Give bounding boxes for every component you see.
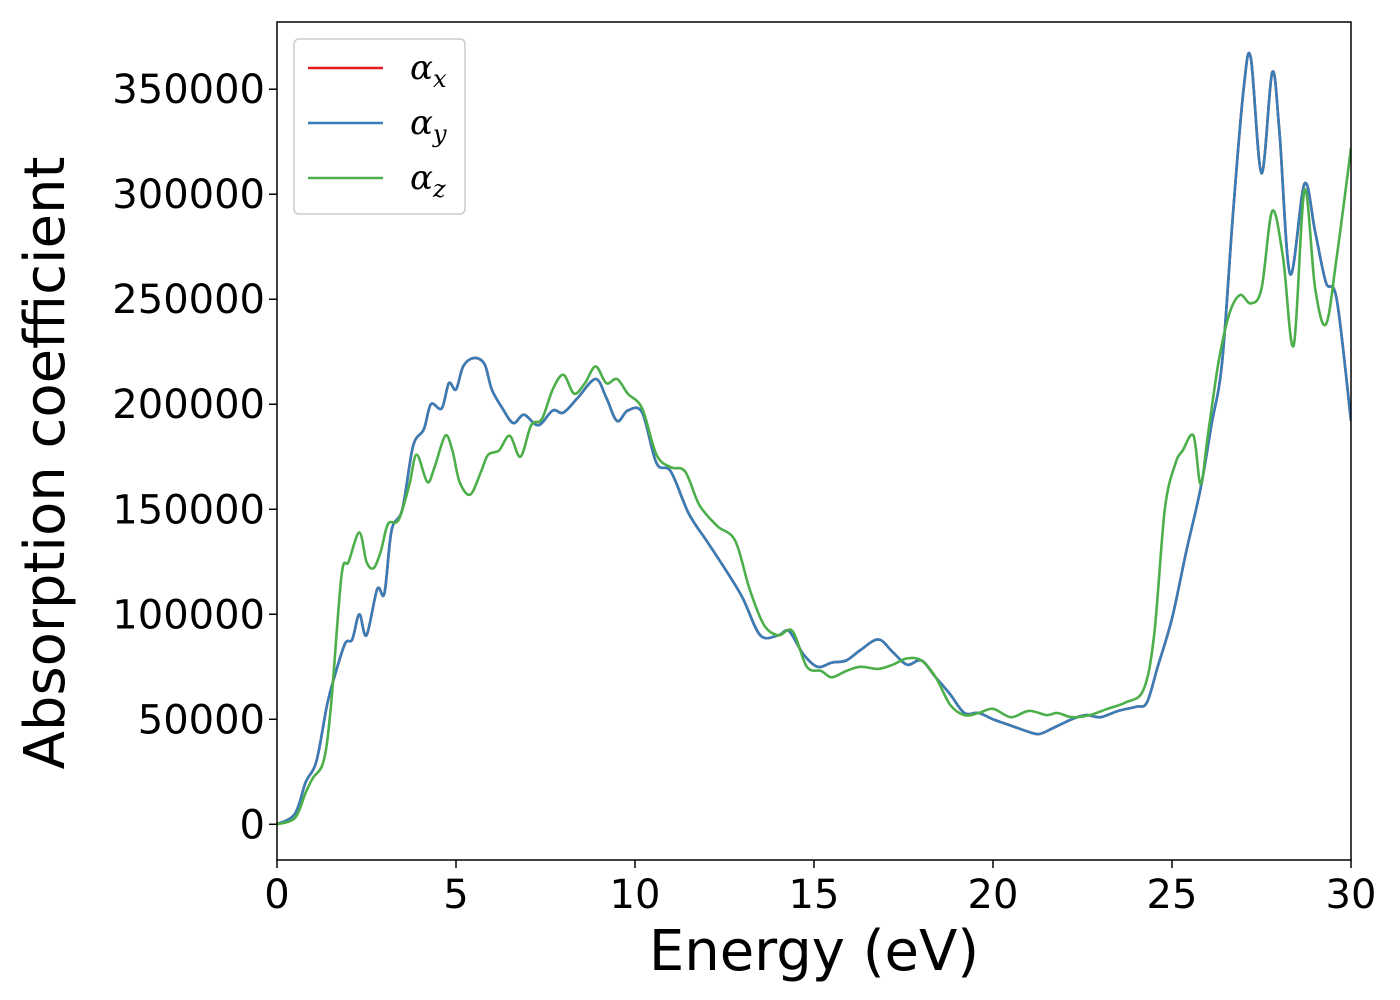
x-tick-label: 25 [1147,872,1198,918]
x-tick-label: 15 [789,872,840,918]
y-axis-label: Absorption coefficient [13,157,78,770]
y-tick-label: 100000 [112,592,265,638]
legend: αx αy αz [293,38,466,215]
x-tick-label: 20 [968,872,1019,918]
x-tick-label: 10 [610,872,661,918]
series-line-z [277,147,1351,826]
y-tick-label: 350000 [112,67,265,113]
x-axis: 0 5 10 15 20 25 30 [264,860,1376,918]
legend-label-y: αy [410,103,447,148]
y-tick-label: 300000 [112,172,265,218]
legend-label-z: αz [410,158,446,203]
y-tick-label: 200000 [112,382,265,428]
x-tick-label: 5 [443,872,468,918]
x-tick-label: 30 [1326,872,1377,918]
legend-label-x: αx [410,48,447,93]
plot-area [277,51,1351,826]
y-tick-label: 50000 [138,697,265,743]
y-tick-label: 150000 [112,487,265,533]
y-tick-label: 250000 [112,277,265,323]
x-axis-label: Energy (eV) [649,919,979,984]
series-line-y [277,51,1351,826]
y-tick-label: 0 [240,802,265,848]
y-axis: 0 50000 100000 150000 200000 250000 300000 3500… [112,67,277,848]
x-tick-label: 0 [264,872,289,918]
legend-box [293,38,466,215]
